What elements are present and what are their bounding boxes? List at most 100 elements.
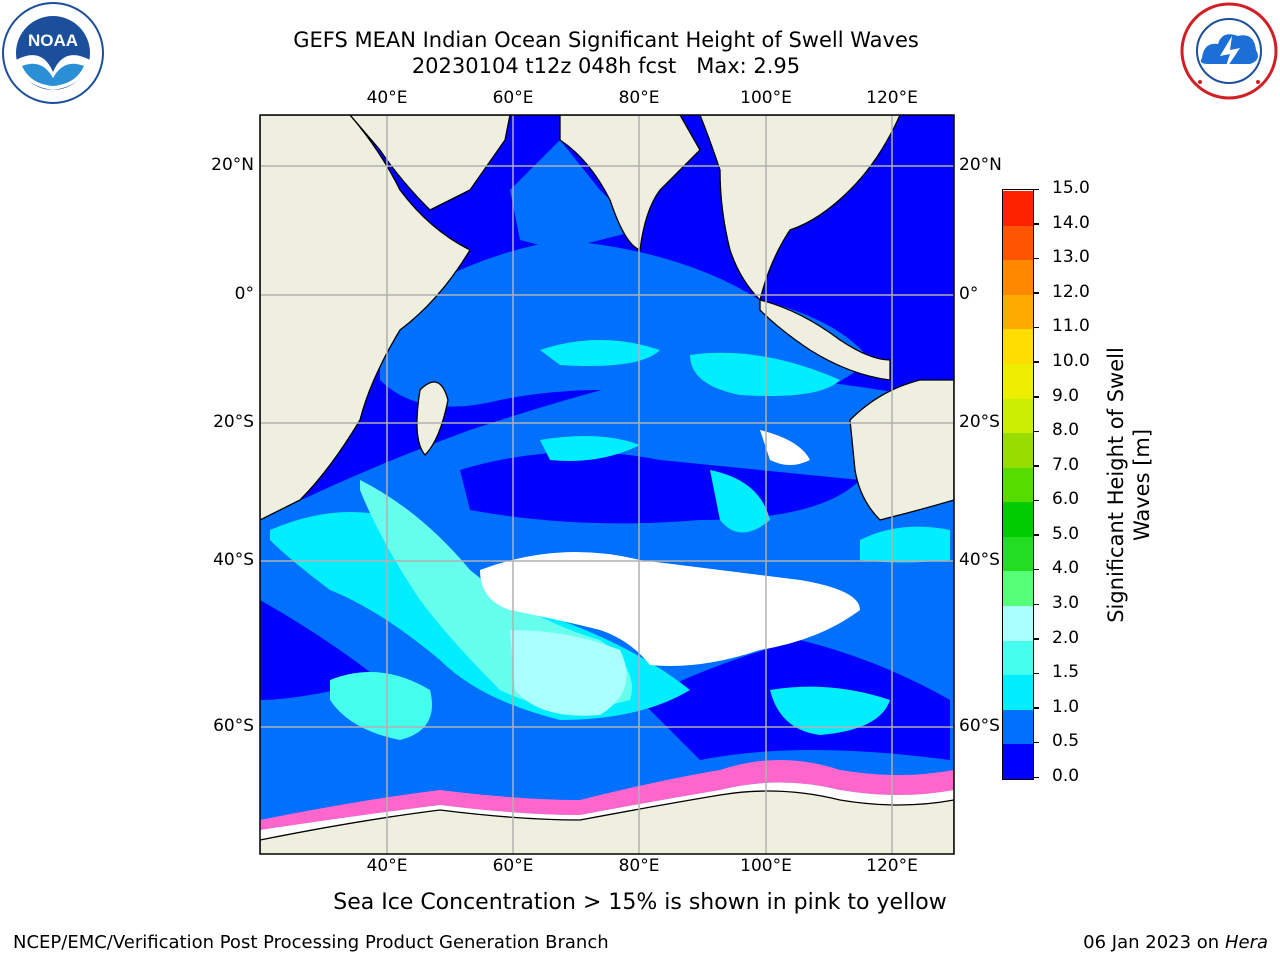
lon-label-bottom: 60°E: [492, 856, 534, 876]
colorbar-tick-mark: [1034, 292, 1039, 294]
nws-logo-icon: [1180, 2, 1278, 100]
colorbar-tick-mark: [1034, 396, 1039, 398]
footer-credit: NCEP/EMC/Verification Post Processing Pr…: [13, 932, 609, 953]
land-madagascar: [416, 381, 449, 456]
swell-cyan-central: [540, 436, 640, 461]
swell-cyan-north: [540, 340, 660, 366]
colorbar-segment: [1003, 225, 1033, 261]
lat-label-left: 20°N: [211, 155, 254, 175]
colorbar-tick-label: 12.0: [1052, 281, 1090, 302]
swell-cyan-patch: [710, 470, 770, 533]
colorbar-tick-label: 15.0: [1052, 178, 1090, 198]
lat-label-right: 0°: [959, 284, 979, 304]
colorbar-segment: [1003, 398, 1033, 434]
lat-label-right: 40°S: [959, 550, 1000, 570]
colorbar-tick-label: 5.0: [1052, 523, 1080, 544]
colorbar-ticks: 0.0 0.5 1.0 1.5 2.0 3.0 4.0 5.0 6.0 7.0 8.0 9.0 10.0…: [1034, 178, 1094, 786]
footer-machine: Hera: [1224, 932, 1268, 953]
sea-ice-edge: [260, 760, 954, 830]
colorbar-tick-mark: [1034, 741, 1039, 744]
colorbar-tick-mark: [1034, 534, 1039, 536]
lon-label-top: 40°E: [366, 88, 408, 108]
chart-subtitle: 20230104 t12z 048h fcst Max: 2.95: [411, 54, 801, 78]
lon-label-top: 60°E: [492, 88, 534, 108]
lat-label-right: 20°N: [959, 155, 1002, 175]
land-antarctica: [260, 790, 954, 854]
chart-title: GEFS MEAN Indian Ocean Significant Heigh…: [293, 28, 919, 52]
colorbar-tick-label: 4.0: [1052, 558, 1080, 579]
colorbar-tick-label: 13.0: [1052, 247, 1090, 268]
colorbar-segment: [1003, 329, 1033, 364]
land-arabia: [349, 115, 511, 211]
lon-label-top: 100°E: [740, 88, 792, 108]
colorbar-tick-label: 14.0: [1052, 212, 1090, 233]
colorbar-tick-mark: [1034, 499, 1039, 502]
noaa-logo-icon: NOAA: [2, 2, 104, 104]
colorbar-tick-mark: [1034, 326, 1039, 329]
swell-cyan-south: [770, 686, 890, 735]
colorbar-tick-mark: [1034, 603, 1039, 606]
swell-arabian-sea: [510, 140, 640, 250]
swell-cyan-se: [860, 526, 950, 563]
colorbar-segment: [1003, 640, 1033, 676]
footer-date: 06 Jan 2023 on Hera: [1083, 932, 1268, 953]
colorbar-label-line1: Significant Height of Swell: [1104, 347, 1128, 623]
lat-label-left: 60°S: [213, 716, 254, 736]
colorbar-tick-label: 2.0: [1052, 627, 1080, 648]
colorbar-segment: [1003, 467, 1033, 503]
colorbar-tick-label: 3.0: [1052, 593, 1080, 614]
colorbar-tick-label: 0.0: [1052, 766, 1080, 786]
map-frame: [259, 114, 955, 855]
land-india: [559, 115, 701, 251]
noaa-logo-text: NOAA: [28, 31, 78, 50]
map-gridlines: [260, 115, 954, 854]
lat-label-left: 0°: [234, 284, 254, 304]
footer-date-text: 06 Jan 2023 on: [1083, 932, 1225, 953]
colorbar-tick-label: 1.0: [1052, 696, 1080, 717]
colorbar-tick-label: 6.0: [1052, 489, 1080, 510]
colorbar-label-line2: Waves [m]: [1130, 428, 1154, 542]
land-sumatra-java: [759, 299, 891, 381]
colorbar-segment: [1003, 571, 1033, 607]
colorbar-segment: [1003, 675, 1033, 710]
lat-label-left: 40°S: [213, 550, 254, 570]
colorbar-tick-mark: [1034, 223, 1039, 225]
colorbar-segment: [1003, 744, 1033, 779]
colorbar-segment: [1003, 502, 1033, 537]
colorbar-tick-label: 9.0: [1052, 385, 1080, 406]
colorbar-segment: [1003, 433, 1033, 468]
lon-label-top: 120°E: [866, 88, 918, 108]
colorbar-tick-label: 8.0: [1052, 420, 1080, 441]
lat-label-right: 20°S: [959, 412, 1000, 432]
masked-patch-white: [760, 430, 810, 465]
lon-label-top: 80°E: [618, 88, 660, 108]
colorbar-tick-label: 7.0: [1052, 454, 1080, 475]
lon-label-bottom: 100°E: [740, 856, 792, 876]
colorbar-tick-mark: [1034, 707, 1039, 709]
colorbar-tick-mark: [1034, 672, 1039, 675]
colorbar-segment: [1003, 191, 1033, 226]
lat-label-left: 20°S: [213, 412, 254, 432]
colorbar-tick-mark: [1034, 465, 1039, 467]
colorbar-tick-mark: [1034, 638, 1039, 640]
colorbar-segment: [1003, 536, 1033, 572]
lon-label-bottom: 80°E: [618, 856, 660, 876]
colorbar-tick-mark: [1034, 361, 1039, 363]
lat-label-right: 60°S: [959, 716, 1000, 736]
colorbar-tick-label: 11.0: [1052, 316, 1090, 337]
swell-cyan-east: [690, 352, 840, 396]
lon-label-bottom: 120°E: [866, 856, 918, 876]
colorbar-tick-label: 10.0: [1052, 350, 1090, 371]
colorbar-segment: [1003, 260, 1033, 295]
swell-cyan-sw: [330, 672, 432, 740]
colorbar-segment: [1003, 709, 1033, 745]
colorbar-segment: [1003, 294, 1033, 330]
masked-region-white: [480, 552, 860, 666]
colorbar-tick-mark: [1034, 188, 1039, 190]
colorbar-segment: [1003, 606, 1033, 641]
colorbar-tick-mark: [1034, 430, 1039, 433]
colorbar-tick-mark: [1034, 257, 1039, 260]
colorbar: [1002, 189, 1034, 780]
swell-max-region: [510, 630, 627, 716]
